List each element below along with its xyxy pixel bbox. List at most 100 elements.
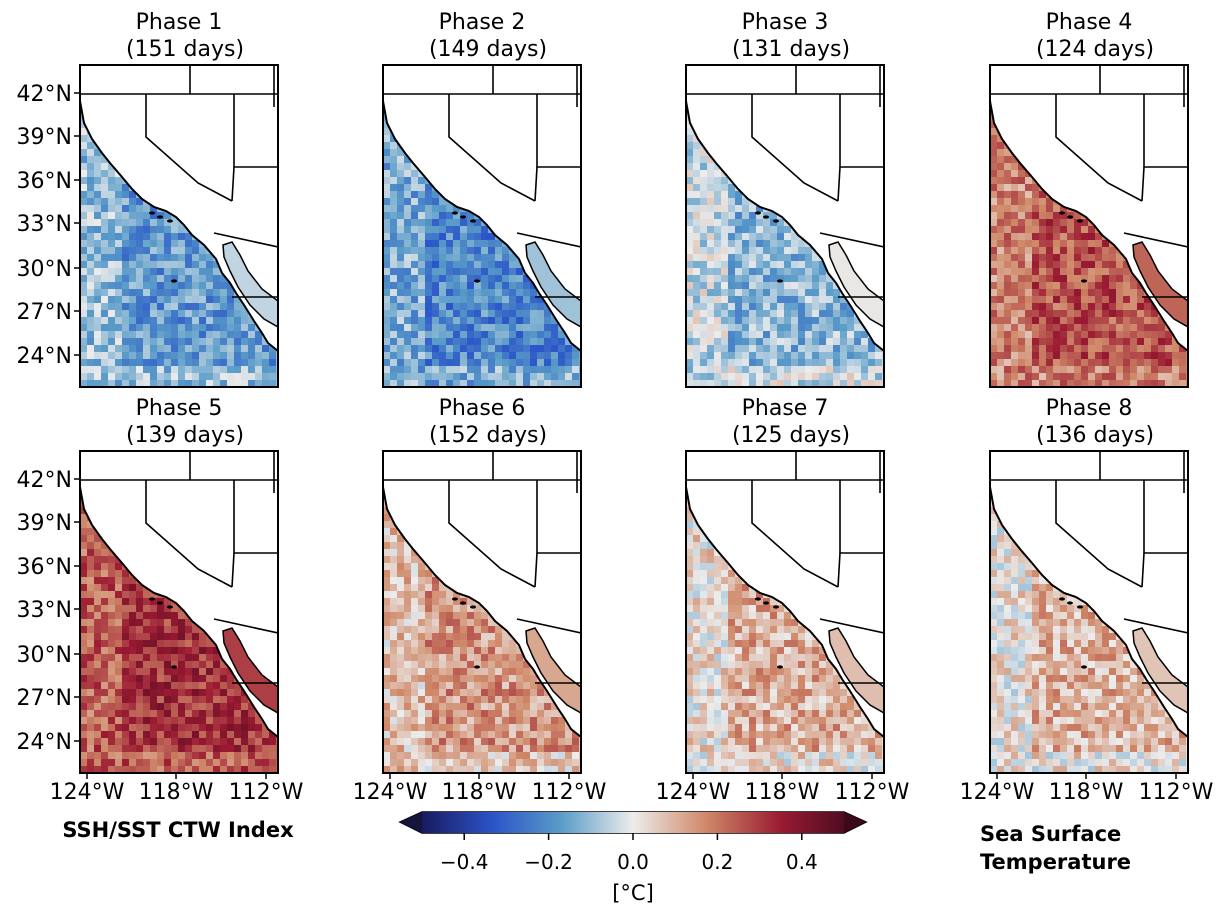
field-cell <box>108 359 115 366</box>
field-cell <box>460 738 467 745</box>
field-cell <box>94 535 101 542</box>
field-cell <box>777 745 784 752</box>
field-cell <box>80 654 87 661</box>
field-cell <box>411 177 418 184</box>
field-cell <box>178 689 185 696</box>
field-cell <box>805 317 812 324</box>
field-cell <box>1011 310 1018 317</box>
field-cell <box>185 682 192 689</box>
field-cell <box>220 338 227 345</box>
field-cell <box>101 549 108 556</box>
field-cell <box>1165 380 1172 387</box>
field-cell <box>721 233 728 240</box>
land-mask <box>686 65 884 351</box>
field-cell <box>129 584 136 591</box>
field-cell <box>551 724 558 731</box>
field-cell <box>1095 731 1102 738</box>
field-cell <box>854 345 861 352</box>
field-cell <box>1074 226 1081 233</box>
field-cell <box>700 303 707 310</box>
field-cell <box>1137 310 1144 317</box>
field-cell <box>749 752 756 759</box>
field-cell <box>693 738 700 745</box>
field-cell <box>1081 226 1088 233</box>
field-cell <box>1018 198 1025 205</box>
field-cell <box>178 626 185 633</box>
field-cell <box>164 324 171 331</box>
field-cell <box>418 591 425 598</box>
field-cell <box>686 507 693 514</box>
field-cell <box>199 352 206 359</box>
field-cell <box>495 352 502 359</box>
field-cell <box>1004 282 1011 289</box>
field-cell <box>990 128 997 135</box>
field-cell <box>1165 359 1172 366</box>
field-cell <box>1060 282 1067 289</box>
field-cell <box>1025 661 1032 668</box>
field-cell <box>1123 724 1130 731</box>
field-cell <box>390 324 397 331</box>
field-cell <box>742 212 749 219</box>
field-cell <box>1011 598 1018 605</box>
field-cell <box>1067 612 1074 619</box>
field-cell <box>460 317 467 324</box>
field-cell <box>432 612 439 619</box>
field-cell <box>819 675 826 682</box>
field-cell <box>1025 247 1032 254</box>
field-cell <box>530 380 537 387</box>
field-cell <box>467 703 474 710</box>
field-cell <box>1081 303 1088 310</box>
field-cell <box>572 738 579 745</box>
field-cell <box>735 205 742 212</box>
field-cell <box>87 275 94 282</box>
field-cell <box>213 268 220 275</box>
field-cell <box>122 254 129 261</box>
field-cell <box>756 640 763 647</box>
field-cell <box>199 317 206 324</box>
field-cell <box>714 184 721 191</box>
field-cell <box>1039 584 1046 591</box>
field-cell <box>467 752 474 759</box>
field-cell <box>115 331 122 338</box>
field-cell <box>108 184 115 191</box>
field-cell <box>220 324 227 331</box>
field-cell <box>1004 156 1011 163</box>
field-cell <box>115 177 122 184</box>
field-cell <box>1011 296 1018 303</box>
field-cell <box>136 661 143 668</box>
field-cell <box>1046 254 1053 261</box>
field-cell <box>805 745 812 752</box>
field-cell <box>136 675 143 682</box>
field-cell <box>136 198 143 205</box>
field-cell <box>164 331 171 338</box>
field-cell <box>425 696 432 703</box>
field-cell <box>397 345 404 352</box>
field-cell <box>397 724 404 731</box>
field-cell <box>833 352 840 359</box>
field-cell <box>1088 310 1095 317</box>
field-cell <box>784 359 791 366</box>
field-cell <box>1116 345 1123 352</box>
field-cell <box>742 345 749 352</box>
field-cell <box>1025 359 1032 366</box>
field-cell <box>94 738 101 745</box>
field-cell <box>108 689 115 696</box>
field-cell <box>80 275 87 282</box>
field-cell <box>383 268 390 275</box>
field-cell <box>990 296 997 303</box>
field-cell <box>997 584 1004 591</box>
field-cell <box>115 366 122 373</box>
field-cell <box>1018 626 1025 633</box>
field-cell <box>798 766 805 773</box>
field-cell <box>143 605 150 612</box>
field-cell <box>805 752 812 759</box>
field-cell <box>1088 626 1095 633</box>
field-cell <box>136 338 143 345</box>
field-cell <box>1046 275 1053 282</box>
field-cell <box>1018 591 1025 598</box>
field-cell <box>227 703 234 710</box>
field-cell <box>87 366 94 373</box>
field-cell <box>390 275 397 282</box>
field-cell <box>1060 352 1067 359</box>
field-cell <box>1067 310 1074 317</box>
